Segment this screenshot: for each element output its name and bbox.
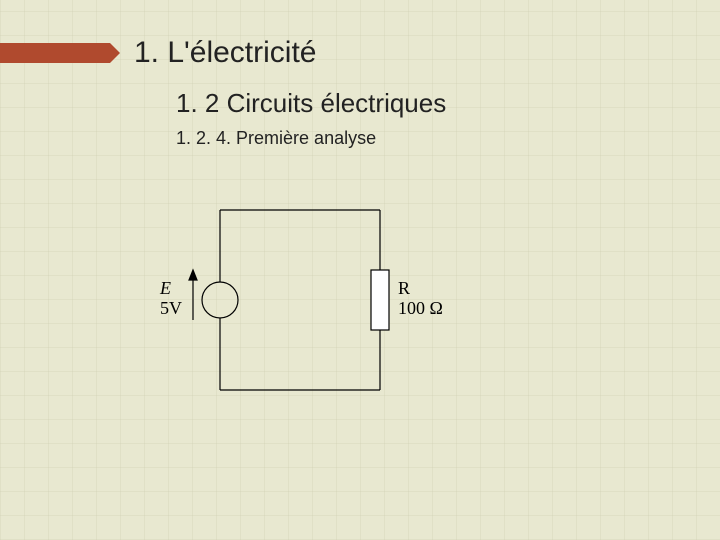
- heading-1: 1. L'électricité: [134, 36, 316, 70]
- source-value: 5V: [160, 298, 182, 318]
- title-bar: 1. L'électricité: [0, 36, 316, 70]
- source-label: E: [159, 278, 171, 298]
- resistor-icon: [371, 270, 389, 330]
- voltage-source-icon: [202, 282, 238, 318]
- circuit-diagram: E 5V R 100 Ω: [140, 170, 460, 430]
- source-label-e: E: [159, 278, 171, 298]
- resistor-label: R: [398, 278, 410, 298]
- heading-2: 1. 2 Circuits électriques: [176, 88, 446, 119]
- source-label-5v: 5V: [160, 298, 182, 318]
- resistor-label-r: R: [398, 278, 410, 298]
- resistor-label-100: 100 Ω: [398, 298, 443, 318]
- heading-3: 1. 2. 4. Première analyse: [176, 128, 376, 149]
- resistor-value: 100 Ω: [398, 298, 443, 318]
- accent-bar: [0, 43, 110, 63]
- source-arrow-icon: [189, 270, 197, 320]
